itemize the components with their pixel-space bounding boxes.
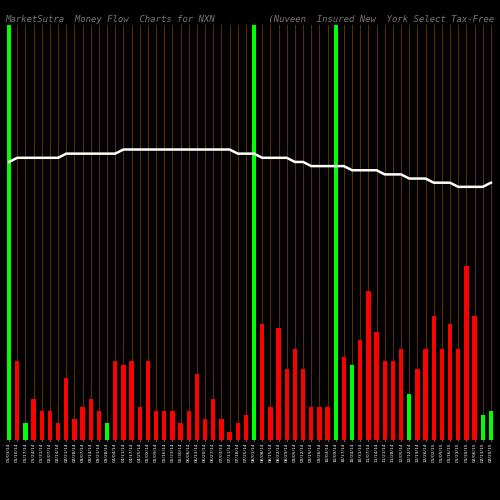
Bar — [415, 370, 420, 440]
Bar — [23, 424, 28, 440]
Bar — [236, 424, 240, 440]
Bar — [244, 415, 248, 440]
Bar — [40, 411, 44, 440]
Bar — [464, 266, 468, 440]
Bar — [432, 316, 436, 440]
Bar — [390, 361, 395, 440]
Bar — [203, 419, 207, 440]
Bar — [80, 407, 85, 440]
Bar — [472, 316, 477, 440]
Bar — [32, 398, 36, 440]
Bar — [146, 361, 150, 440]
Bar — [309, 407, 314, 440]
Bar — [64, 378, 68, 440]
Bar — [138, 407, 142, 440]
Bar — [488, 411, 493, 440]
Bar — [358, 340, 362, 440]
Bar — [326, 407, 330, 440]
Bar — [301, 370, 306, 440]
Bar — [342, 357, 346, 440]
Bar — [399, 348, 404, 440]
Bar — [456, 348, 460, 440]
Bar — [480, 415, 485, 440]
Bar — [105, 424, 110, 440]
Bar — [268, 407, 272, 440]
Bar — [15, 361, 20, 440]
Bar — [186, 411, 191, 440]
Bar — [219, 419, 224, 440]
Bar — [211, 398, 216, 440]
Bar — [194, 374, 199, 440]
Bar — [121, 366, 126, 440]
Bar — [276, 328, 281, 440]
Bar — [113, 361, 117, 440]
Bar — [154, 411, 158, 440]
Bar — [72, 419, 76, 440]
Bar — [170, 411, 174, 440]
Bar — [424, 348, 428, 440]
Text: MarketSutra  Money Flow  Charts for NXN          (Nuveen  Insured New  York Sele: MarketSutra Money Flow Charts for NXN (N… — [5, 15, 500, 24]
Bar — [284, 370, 289, 440]
Bar — [88, 398, 93, 440]
Bar — [448, 324, 452, 440]
Bar — [162, 411, 166, 440]
Bar — [350, 366, 354, 440]
Bar — [48, 411, 52, 440]
Bar — [7, 25, 12, 440]
Bar — [228, 432, 232, 440]
Bar — [178, 424, 183, 440]
Bar — [56, 424, 60, 440]
Bar — [334, 25, 338, 440]
Bar — [252, 25, 256, 440]
Bar — [292, 348, 297, 440]
Bar — [366, 290, 370, 440]
Bar — [382, 361, 387, 440]
Bar — [374, 332, 379, 440]
Bar — [317, 407, 322, 440]
Bar — [440, 348, 444, 440]
Bar — [130, 361, 134, 440]
Bar — [96, 411, 101, 440]
Bar — [260, 324, 264, 440]
Bar — [407, 394, 412, 440]
